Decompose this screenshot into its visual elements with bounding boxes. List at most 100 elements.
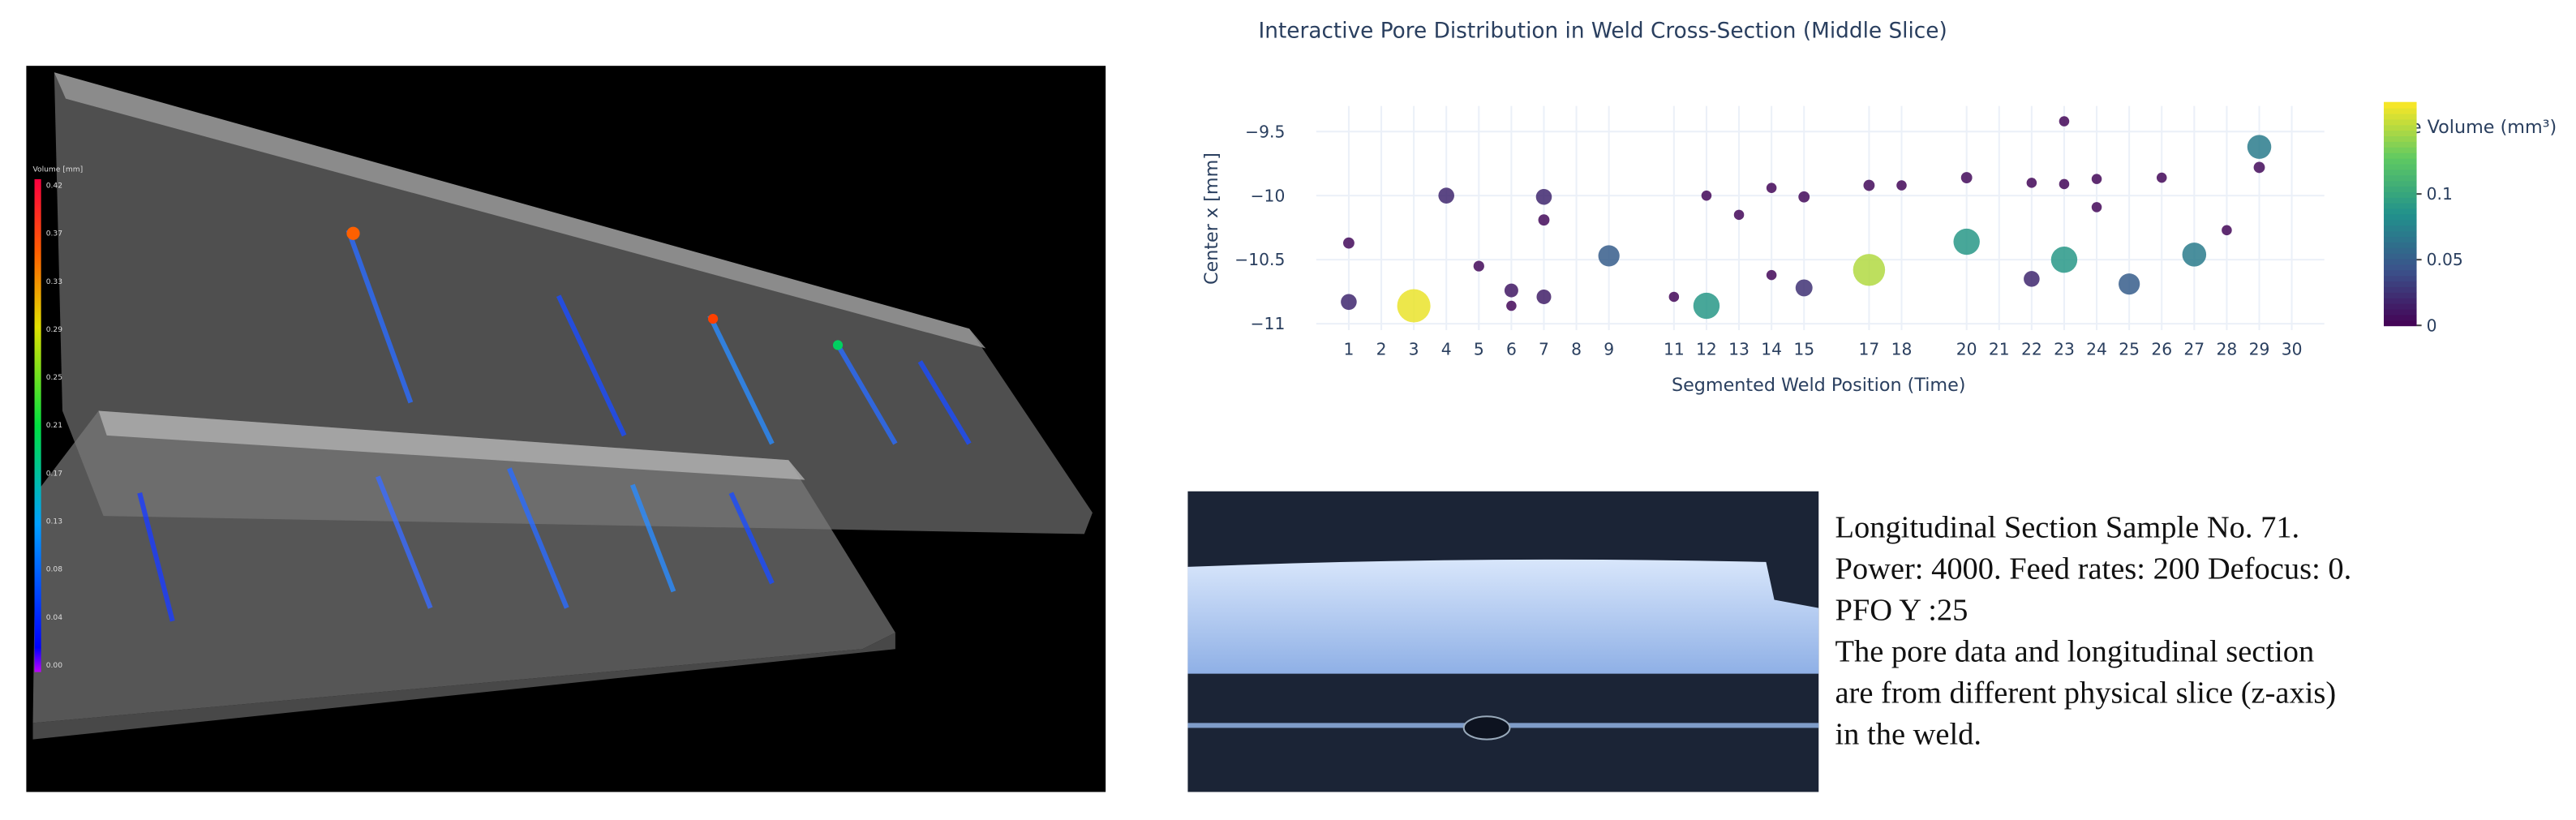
colorbar-segment [2384, 135, 2417, 142]
colorbar-segment [2384, 297, 2417, 304]
pore-point [1766, 269, 1777, 281]
x-axis-title: Segmented Weld Position (Time) [1672, 375, 1966, 396]
pore-point [1693, 292, 1720, 320]
render-colorbar-label: 0.17 [46, 470, 62, 478]
colorbar-segment [2384, 247, 2417, 254]
colorbar-segment [2384, 264, 2417, 271]
pore-point [1960, 172, 1973, 183]
colorbar-segment [2384, 225, 2417, 232]
description: Longitudinal Section Sample No. 71. Power… [1835, 510, 2351, 751]
x-tick-label: 5 [1474, 339, 1484, 358]
colorbar-segment [2384, 163, 2417, 170]
colorbar-segment [2384, 118, 2417, 126]
y-tick-label: −11 [1251, 314, 1286, 333]
x-tick-label: 30 [2282, 339, 2303, 358]
y-axis-title: Center x [mm] [1201, 152, 1222, 285]
colorbar-segment [2384, 275, 2417, 282]
colorbar-segment [2384, 202, 2417, 209]
colorbar-segment [2384, 241, 2417, 248]
description-line: in the weld. [1835, 718, 1981, 752]
description-line: Power: 4000. Feed rates: 200 Defocus: 0. [1835, 552, 2351, 586]
x-tick-label: 12 [1696, 339, 1717, 358]
render-slabs [32, 72, 1093, 740]
x-tick-label: 29 [2249, 339, 2270, 358]
x-tick-label: 25 [2119, 339, 2140, 358]
render-colorbar-label: 0.08 [46, 566, 62, 574]
description-line: Longitudinal Section Sample No. 71. [1835, 510, 2299, 544]
render-colorbar-labels: Volume [mm] 0.42 0.37 0.33 0.29 0.25 0.21 0.17… [33, 165, 84, 670]
chart-title: Interactive Pore Distribution in Weld Cr… [1259, 19, 1947, 44]
x-tick-label: 2 [1376, 339, 1387, 358]
colorbar-segment [2384, 314, 2417, 321]
colorbar-segment [2384, 191, 2417, 198]
colorbar-segment [2384, 152, 2417, 159]
colorbar-segment [2384, 174, 2417, 182]
colorbar-segment [2384, 285, 2417, 293]
pore-point [1343, 237, 1355, 249]
colorbar-segment [2384, 252, 2417, 260]
pore-point [2050, 246, 2078, 273]
colorbar-segment [2384, 186, 2417, 192]
colorbar-segment [2384, 258, 2417, 265]
x-tick-label: 9 [1604, 339, 1614, 358]
pore-point [1473, 260, 1484, 272]
render-colorbar [34, 178, 41, 672]
colorbar-segment [2384, 180, 2417, 187]
pore-point [1701, 190, 1712, 201]
colorbar-segment [2384, 291, 2417, 298]
pore-point [1341, 294, 1357, 311]
x-tick-label: 13 [1728, 339, 1750, 358]
render-colorbar-label: 0.00 [46, 662, 62, 670]
render-colorbar-label: 0.21 [46, 422, 62, 430]
x-tick-label: 17 [1859, 339, 1880, 358]
render-colorbar-title: Volume [mm] [33, 165, 84, 174]
pore-point [1397, 289, 1431, 323]
pore-point [1506, 300, 1517, 311]
x-tick-label: 28 [2217, 339, 2238, 358]
x-tick-label: 7 [1539, 339, 1549, 358]
colorbar-segment [2384, 320, 2417, 327]
pore-point [1535, 188, 1552, 205]
x-tick-label: 20 [1956, 339, 1977, 358]
y-tick-label: −10 [1251, 186, 1286, 205]
pore-point [2026, 178, 2037, 188]
pore-point [1863, 179, 1875, 191]
x-tick-label: 22 [2021, 339, 2042, 358]
colorbar-segment [2384, 219, 2417, 226]
pore-point [1536, 289, 1552, 304]
render-colorbar-label: 0.04 [46, 614, 62, 622]
colorbar-segment [2384, 113, 2417, 120]
pore-point [2024, 271, 2040, 287]
pore-point [1598, 245, 1620, 267]
x-tick-label: 27 [2183, 339, 2205, 358]
pore-point [2059, 178, 2070, 190]
render-colorbar-label: 0.42 [46, 182, 62, 191]
pore-point [2182, 243, 2207, 267]
pore-point [1438, 187, 1454, 204]
x-tick-label: 26 [2151, 339, 2172, 358]
pore-point [1538, 214, 1550, 226]
render-colorbar-label: 0.33 [46, 278, 62, 286]
x-tick-label: 14 [1761, 339, 1782, 358]
colorbar-segment [2384, 308, 2417, 316]
pore-point [2059, 116, 2070, 127]
scatter-chart: Interactive Pore Distribution in Weld Cr… [1201, 19, 2557, 396]
pore-point [1733, 209, 1745, 221]
section-photo [1187, 491, 1819, 792]
colorbar-segment [2384, 146, 2417, 153]
colorbar-segment [2384, 235, 2417, 243]
colorbar-tick-label: 0.1 [2427, 184, 2453, 204]
colorbar-segment [2384, 196, 2417, 204]
colorbar-segment [2384, 130, 2417, 137]
colorbar-segment [2384, 213, 2417, 221]
pore-point [1798, 191, 1810, 203]
description-line: PFO Y :25 [1835, 594, 1968, 628]
colorbar-segment [2384, 124, 2417, 131]
pore-point [2222, 225, 2232, 236]
render-colorbar-label: 0.13 [46, 518, 62, 526]
x-tick-label: 11 [1664, 339, 1685, 358]
pore-point [1504, 283, 1518, 298]
colorbar-tick-label: 0.05 [2427, 250, 2463, 269]
